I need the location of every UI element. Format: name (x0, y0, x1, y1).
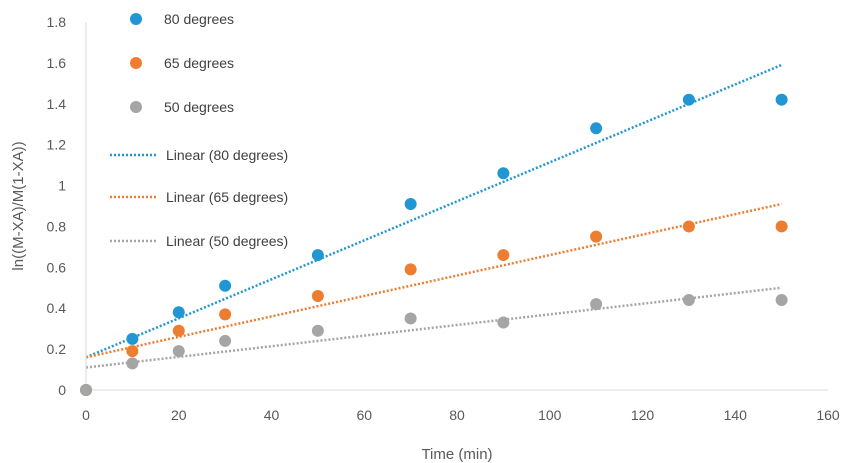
x-tick-label: 140 (724, 407, 748, 423)
x-tick-label: 100 (538, 407, 562, 423)
data-point-series-2 (497, 249, 510, 262)
y-tick-label: 1.2 (47, 137, 67, 153)
legend-item-linear-80: Linear (80 degrees) (110, 147, 288, 163)
data-point-series-2 (682, 220, 695, 233)
data-point-series-1 (590, 122, 603, 135)
legend-item-linear-50: Linear (50 degrees) (110, 233, 288, 249)
x-tick-labels: 0 20 40 60 80 100 120 140 160 (82, 407, 840, 423)
data-point-series-3 (311, 324, 324, 337)
data-point-series-3 (404, 312, 417, 325)
data-point-series-1 (311, 249, 324, 262)
data-point-series-2 (311, 289, 324, 302)
data-point-series-1 (172, 306, 185, 319)
legend-marker-50-degrees (130, 101, 142, 113)
legend-marker-80-degrees (130, 13, 142, 25)
x-tick-label: 20 (171, 407, 187, 423)
x-tick-label: 120 (631, 407, 655, 423)
data-point-series-3 (219, 334, 232, 347)
y-tick-label: 0.8 (47, 218, 67, 234)
data-point-series-3 (682, 294, 695, 307)
legend-item-linear-65: Linear (65 degrees) (110, 189, 288, 205)
legend-label-linear-65: Linear (65 degrees) (166, 189, 288, 205)
legend-item-80-degrees: 80 degrees (130, 11, 234, 27)
legend-label-65-degrees: 65 degrees (164, 55, 234, 71)
y-tick-label: 0 (58, 382, 66, 398)
data-point-series-2 (219, 308, 232, 321)
trendlines (85, 63, 783, 369)
data-point-series-2 (775, 220, 788, 233)
legend-item-50-degrees: 50 degrees (130, 99, 234, 115)
data-point-series-1 (404, 197, 417, 210)
data-points (80, 93, 788, 396)
data-point-series-1 (497, 167, 510, 180)
x-tick-label: 40 (264, 407, 280, 423)
legend: 80 degrees 65 degrees 50 degrees Linear … (110, 11, 288, 249)
data-point-series-3 (172, 345, 185, 358)
y-axis-title: ln((M-XA)/M(1-XA)) (10, 141, 27, 270)
trendline-2 (85, 202, 782, 359)
data-point-series-1 (775, 93, 788, 106)
legend-label-80-degrees: 80 degrees (164, 11, 234, 27)
data-point-series-3 (590, 298, 603, 311)
y-tick-label: 0.6 (47, 259, 67, 275)
data-point-series-3 (497, 316, 510, 329)
y-tick-label: 1.8 (47, 14, 67, 30)
legend-label-50-degrees: 50 degrees (164, 99, 234, 115)
x-tick-label: 160 (816, 407, 840, 423)
x-axis-title: Time (min) (421, 446, 492, 463)
y-tick-label: 0.4 (47, 300, 67, 316)
trendline-3 (85, 286, 782, 369)
axes (85, 22, 828, 391)
data-point-series-3 (775, 294, 788, 307)
data-point-series-2 (404, 263, 417, 276)
data-point-series-1 (682, 93, 695, 106)
data-point-series-2 (126, 345, 139, 358)
y-tick-labels: 0 0.2 0.4 0.6 0.8 1 1.2 1.4 1.6 1.8 (47, 14, 67, 398)
legend-label-linear-80: Linear (80 degrees) (166, 147, 288, 163)
data-point-series-3 (80, 384, 92, 396)
legend-marker-65-degrees (130, 57, 142, 69)
data-point-series-3 (126, 357, 139, 370)
x-tick-label: 60 (356, 407, 372, 423)
x-tick-label: 0 (82, 407, 90, 423)
x-tick-label: 80 (449, 407, 465, 423)
data-point-series-2 (590, 230, 603, 243)
y-tick-label: 1 (58, 178, 66, 194)
legend-item-65-degrees: 65 degrees (130, 55, 234, 71)
trendline-1 (85, 63, 783, 359)
y-tick-label: 1.4 (47, 96, 67, 112)
y-tick-label: 0.2 (47, 341, 67, 357)
legend-label-linear-50: Linear (50 degrees) (166, 233, 288, 249)
data-point-series-1 (219, 279, 232, 292)
data-point-series-2 (172, 324, 185, 337)
data-point-series-1 (126, 332, 139, 345)
y-tick-label: 1.6 (47, 55, 67, 71)
